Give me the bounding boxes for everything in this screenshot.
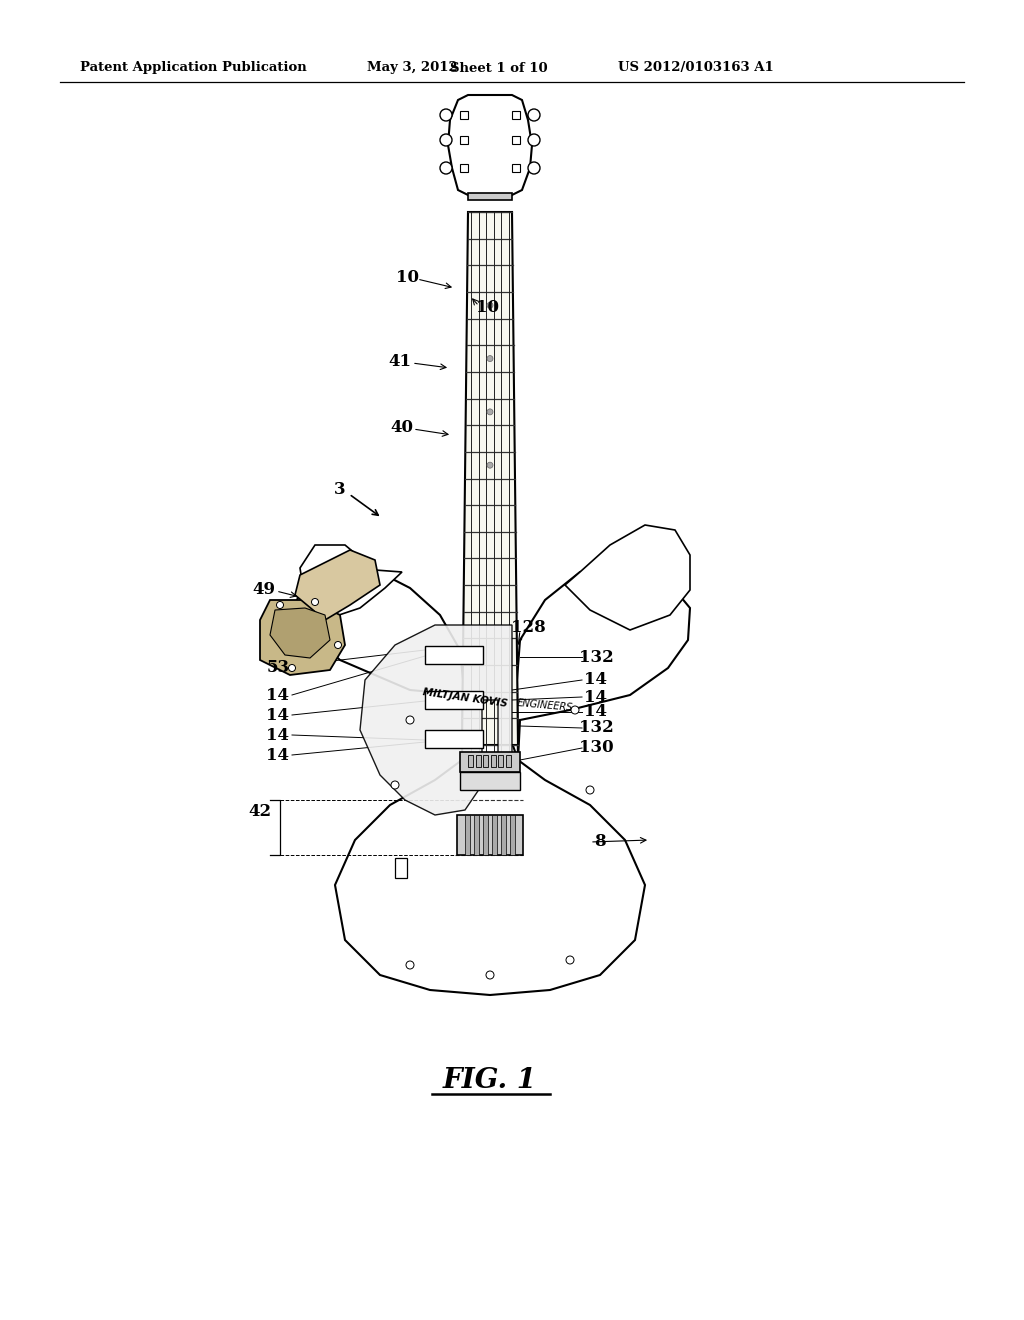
Bar: [473, 814, 478, 855]
Circle shape: [528, 135, 540, 147]
Circle shape: [406, 715, 414, 723]
Bar: [457, 814, 523, 855]
Circle shape: [440, 135, 452, 147]
Circle shape: [391, 781, 399, 789]
Text: 49: 49: [253, 582, 275, 598]
Text: 14: 14: [585, 689, 607, 705]
Polygon shape: [462, 213, 518, 744]
Text: US 2012/0103163 A1: US 2012/0103163 A1: [618, 62, 774, 74]
Circle shape: [528, 110, 540, 121]
Bar: [492, 814, 497, 855]
Bar: [501, 814, 506, 855]
Text: 14: 14: [266, 747, 290, 763]
Text: 132: 132: [579, 719, 613, 737]
Circle shape: [566, 956, 574, 964]
Circle shape: [487, 355, 493, 362]
Text: 132: 132: [579, 648, 613, 665]
Bar: [460, 752, 520, 772]
Circle shape: [440, 162, 452, 174]
Circle shape: [335, 642, 341, 648]
Bar: [512, 136, 520, 144]
Circle shape: [406, 961, 414, 969]
Bar: [465, 814, 469, 855]
Bar: [460, 164, 468, 172]
Bar: [499, 755, 503, 767]
Text: 128: 128: [511, 619, 546, 635]
Text: 8: 8: [594, 833, 606, 850]
Text: FIG. 1: FIG. 1: [443, 1067, 537, 1093]
Bar: [460, 136, 468, 144]
Bar: [483, 755, 488, 767]
Polygon shape: [295, 565, 690, 995]
Polygon shape: [270, 609, 330, 657]
Text: 14: 14: [585, 672, 607, 689]
Polygon shape: [360, 624, 512, 814]
Text: 3: 3: [334, 482, 346, 499]
Text: 41: 41: [388, 354, 412, 371]
Bar: [512, 164, 520, 172]
Circle shape: [487, 462, 493, 469]
Polygon shape: [295, 550, 380, 620]
Text: 130: 130: [579, 739, 613, 756]
Bar: [460, 772, 520, 789]
Text: ENGINEERS: ENGINEERS: [516, 697, 573, 713]
Bar: [468, 755, 473, 767]
Text: 53: 53: [266, 660, 290, 676]
Text: 14: 14: [266, 726, 290, 743]
Circle shape: [528, 162, 540, 174]
Bar: [425, 645, 483, 664]
Text: 40: 40: [390, 420, 414, 437]
Text: Patent Application Publication: Patent Application Publication: [80, 62, 307, 74]
Text: 42: 42: [249, 804, 271, 821]
Circle shape: [487, 302, 493, 309]
Circle shape: [289, 664, 296, 672]
Circle shape: [586, 785, 594, 795]
Circle shape: [571, 706, 579, 714]
Bar: [460, 111, 468, 119]
Bar: [425, 690, 483, 709]
Circle shape: [311, 598, 318, 606]
Bar: [425, 730, 483, 748]
Text: 14: 14: [266, 686, 290, 704]
Polygon shape: [260, 601, 345, 675]
Polygon shape: [449, 95, 532, 195]
Bar: [395, 858, 407, 878]
Text: 10: 10: [476, 300, 500, 317]
Bar: [476, 755, 480, 767]
Text: 14: 14: [266, 706, 290, 723]
Polygon shape: [300, 545, 402, 618]
Bar: [512, 111, 520, 119]
Circle shape: [487, 409, 493, 414]
Text: MILTJAN KOVIS: MILTJAN KOVIS: [422, 688, 508, 709]
Bar: [482, 814, 487, 855]
Text: May 3, 2012: May 3, 2012: [367, 62, 458, 74]
Text: 10: 10: [396, 268, 420, 285]
Bar: [506, 755, 511, 767]
Bar: [490, 755, 496, 767]
Polygon shape: [565, 525, 690, 630]
Text: 14: 14: [585, 704, 607, 721]
Bar: [468, 193, 512, 201]
Text: Sheet 1 of 10: Sheet 1 of 10: [450, 62, 548, 74]
Circle shape: [440, 110, 452, 121]
Bar: [510, 814, 514, 855]
Circle shape: [276, 602, 284, 609]
Circle shape: [486, 972, 494, 979]
